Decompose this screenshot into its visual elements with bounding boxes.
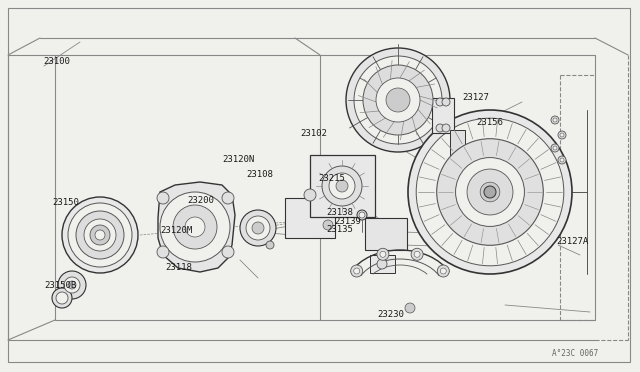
Circle shape xyxy=(90,225,110,245)
Circle shape xyxy=(560,133,564,137)
Circle shape xyxy=(551,144,559,152)
Text: 23200: 23200 xyxy=(187,196,214,205)
Circle shape xyxy=(354,268,360,274)
Text: 23139: 23139 xyxy=(334,217,361,226)
Circle shape xyxy=(416,118,564,266)
Circle shape xyxy=(52,288,72,308)
Circle shape xyxy=(56,292,68,304)
Circle shape xyxy=(442,98,450,106)
Circle shape xyxy=(560,158,564,162)
Circle shape xyxy=(346,48,450,152)
Circle shape xyxy=(436,98,444,106)
Text: 23118: 23118 xyxy=(165,263,192,272)
Bar xyxy=(365,218,407,250)
Circle shape xyxy=(266,241,274,249)
Circle shape xyxy=(405,303,415,313)
Circle shape xyxy=(157,192,169,204)
Circle shape xyxy=(84,219,116,251)
Text: 23135: 23135 xyxy=(326,225,353,234)
Text: A°23C 0067: A°23C 0067 xyxy=(552,349,598,358)
Circle shape xyxy=(437,265,449,277)
Text: 23215: 23215 xyxy=(319,174,346,183)
Circle shape xyxy=(252,222,264,234)
Circle shape xyxy=(377,259,387,269)
Circle shape xyxy=(377,248,389,260)
Circle shape xyxy=(467,169,513,215)
Bar xyxy=(370,255,395,273)
Circle shape xyxy=(157,246,169,258)
Circle shape xyxy=(68,281,76,289)
Circle shape xyxy=(329,173,355,199)
Circle shape xyxy=(322,166,362,206)
Circle shape xyxy=(440,268,446,274)
Polygon shape xyxy=(158,182,235,272)
Bar xyxy=(450,130,465,155)
Circle shape xyxy=(95,230,105,240)
Circle shape xyxy=(246,216,270,240)
Circle shape xyxy=(436,139,543,245)
Circle shape xyxy=(551,116,559,124)
Circle shape xyxy=(336,180,348,192)
Circle shape xyxy=(363,65,433,135)
Circle shape xyxy=(160,192,230,262)
Circle shape xyxy=(436,124,444,132)
Circle shape xyxy=(76,211,124,259)
Text: 23230: 23230 xyxy=(378,310,404,319)
Bar xyxy=(432,98,454,133)
Circle shape xyxy=(442,124,450,132)
Circle shape xyxy=(240,210,276,246)
Text: 23120M: 23120M xyxy=(160,226,192,235)
Circle shape xyxy=(411,248,423,260)
Circle shape xyxy=(68,203,132,267)
Text: 23138: 23138 xyxy=(326,208,353,217)
Circle shape xyxy=(351,265,363,277)
Circle shape xyxy=(380,251,386,257)
Text: 23156: 23156 xyxy=(477,118,504,126)
Circle shape xyxy=(64,277,80,293)
Circle shape xyxy=(58,271,86,299)
Circle shape xyxy=(456,158,524,227)
Circle shape xyxy=(480,182,500,202)
Bar xyxy=(285,198,335,238)
Circle shape xyxy=(222,246,234,258)
Text: 23127: 23127 xyxy=(462,93,489,102)
Circle shape xyxy=(553,146,557,150)
Bar xyxy=(310,155,375,217)
Text: 23120N: 23120N xyxy=(223,155,255,164)
Text: 23150B: 23150B xyxy=(45,281,77,290)
Circle shape xyxy=(62,197,138,273)
Circle shape xyxy=(558,156,566,164)
Text: 23102: 23102 xyxy=(301,129,328,138)
Circle shape xyxy=(222,192,234,204)
Circle shape xyxy=(386,88,410,112)
Circle shape xyxy=(323,220,333,230)
Circle shape xyxy=(173,205,217,249)
Circle shape xyxy=(558,131,566,139)
Text: 23108: 23108 xyxy=(246,170,273,179)
Circle shape xyxy=(304,189,316,201)
Circle shape xyxy=(185,217,205,237)
Circle shape xyxy=(414,251,420,257)
Circle shape xyxy=(408,110,572,274)
Circle shape xyxy=(359,212,365,218)
Circle shape xyxy=(553,118,557,122)
Text: 23127A: 23127A xyxy=(557,237,589,246)
Circle shape xyxy=(354,56,442,144)
Circle shape xyxy=(484,186,496,198)
Circle shape xyxy=(376,78,420,122)
Circle shape xyxy=(357,210,367,220)
Text: 23150: 23150 xyxy=(52,198,79,207)
Text: 23100: 23100 xyxy=(44,57,70,66)
